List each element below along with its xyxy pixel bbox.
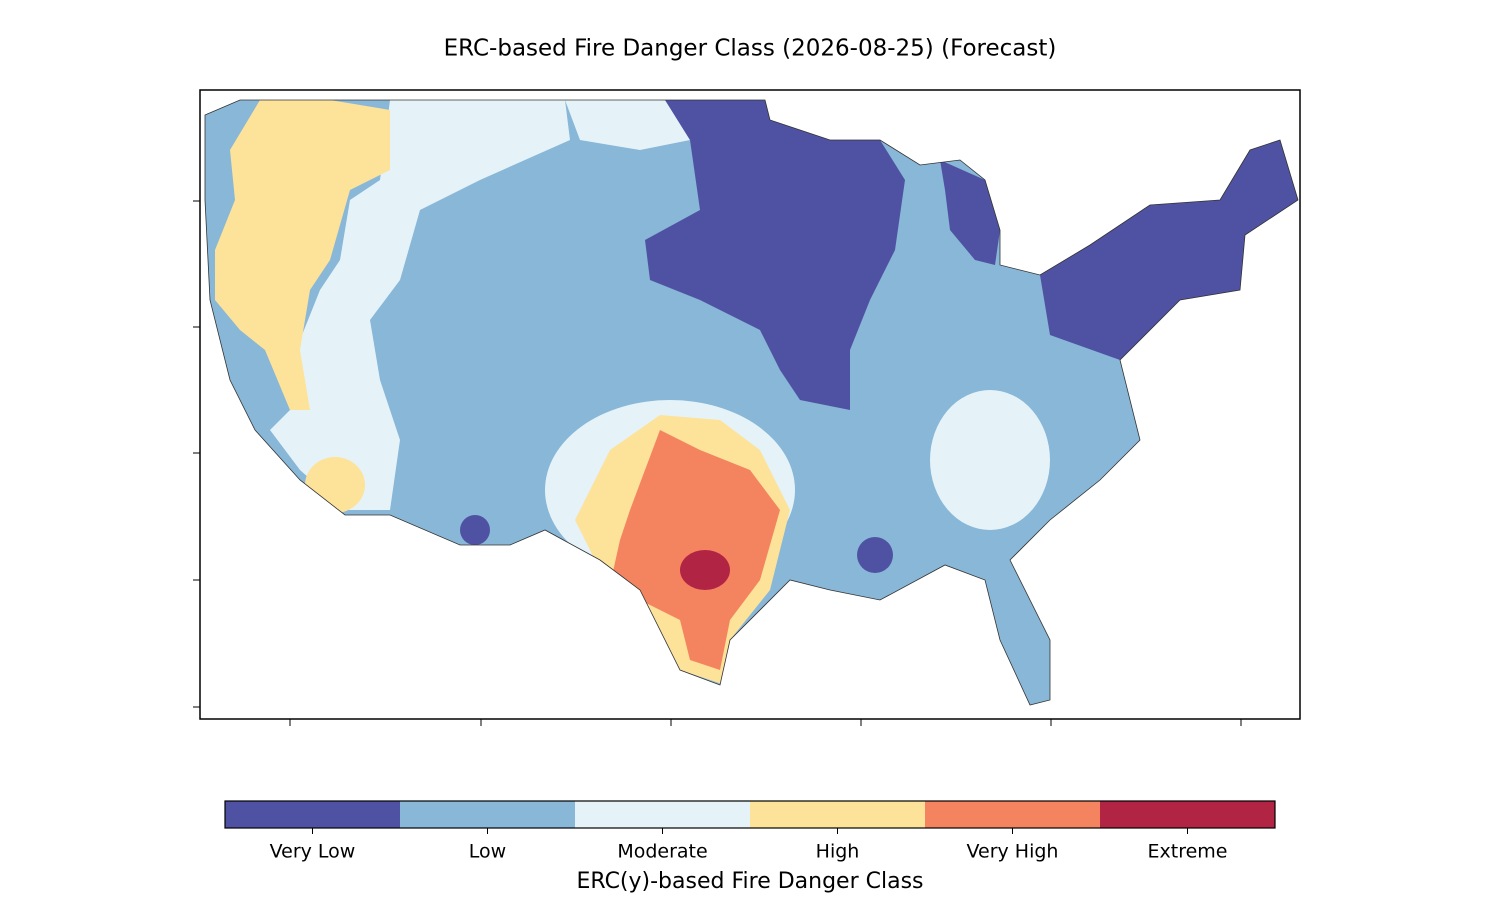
colorbar-segment [750, 801, 925, 828]
region [680, 550, 730, 590]
region [930, 390, 1050, 530]
region [565, 100, 690, 150]
colorbar-label: ERC(y)-based Fire Danger Class [576, 869, 923, 894]
colorbar-tick-label: Moderate [617, 841, 707, 863]
colorbar-segment [575, 801, 750, 828]
colorbar-segment [1100, 801, 1275, 828]
axis-ticks [193, 200, 1242, 726]
colorbar-tick-label: Low [469, 841, 506, 863]
colorbar-frame [224, 800, 1276, 829]
region [270, 100, 570, 510]
region [610, 430, 780, 670]
map-regions [205, 100, 1298, 705]
region [215, 100, 390, 410]
colorbar-tick-label: Very Low [270, 841, 356, 863]
colorbar-segment [925, 801, 1100, 828]
region [460, 515, 490, 545]
title: ERC-based Fire Danger Class (2026-08-25)… [444, 36, 1057, 62]
region [1040, 140, 1298, 360]
region [305, 457, 365, 513]
region [940, 160, 1000, 265]
colorbar: Very Low Low Moderate High Very High Extreme [225, 801, 1275, 863]
colorbar-tick-label: High [816, 841, 860, 863]
colorbar-segment [225, 801, 400, 828]
region [645, 100, 905, 410]
region [857, 537, 893, 573]
colorbar-tick-label: Very High [967, 841, 1059, 863]
colorbar-segment [400, 801, 575, 828]
colorbar-tick-label: Extreme [1148, 841, 1228, 863]
map-frame [199, 89, 1301, 720]
